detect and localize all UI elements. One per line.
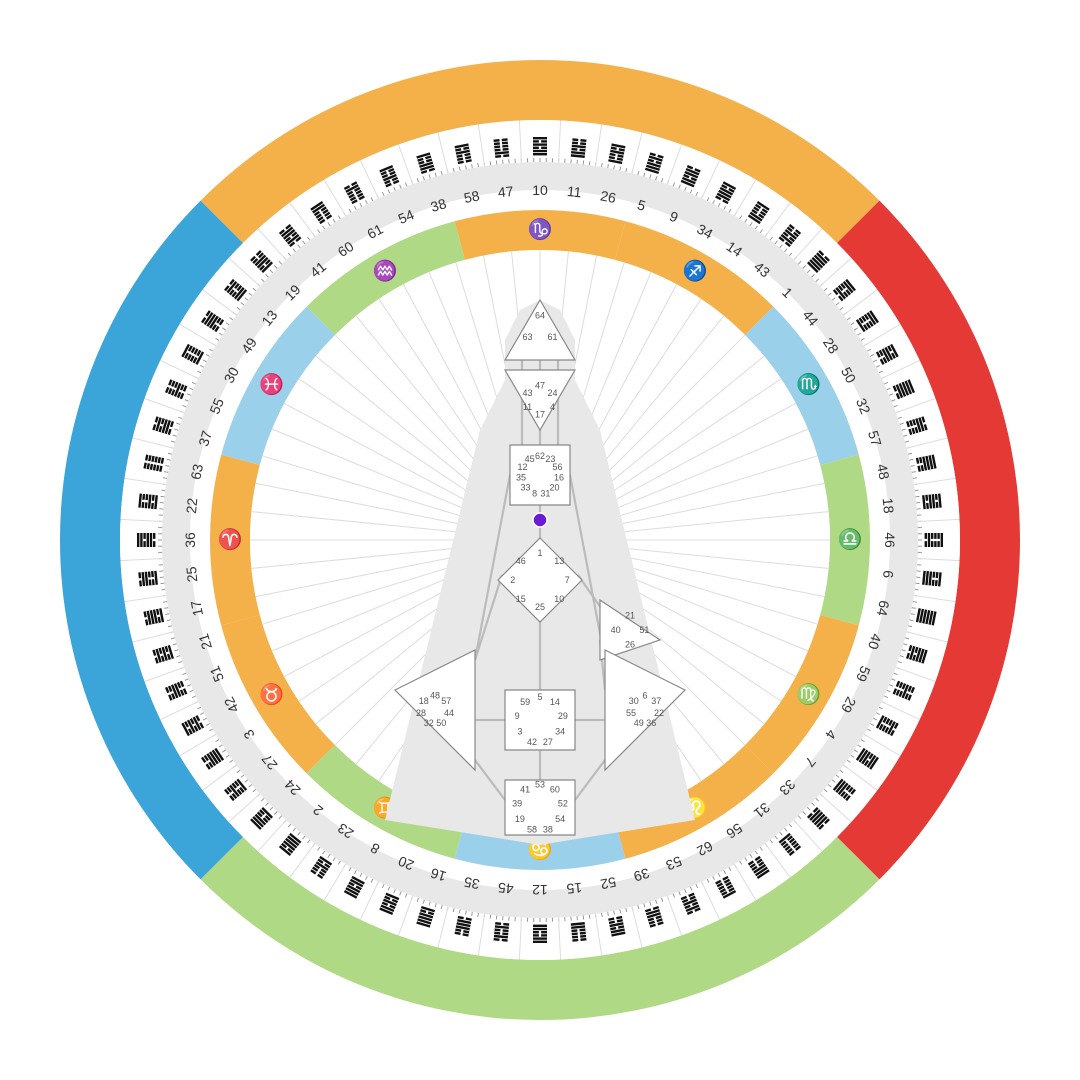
center-gate: 33 [520, 483, 530, 493]
center-gate: 60 [550, 785, 560, 795]
gate-number: 15 [566, 880, 583, 897]
center-gate: 19 [515, 814, 525, 824]
center-gate: 40 [611, 625, 621, 635]
center-gate: 51 [639, 625, 649, 635]
center-gate: 43 [523, 388, 533, 398]
center-gate: 2 [510, 575, 515, 585]
center-gate: 18 [419, 696, 429, 706]
center-gate: 9 [515, 711, 520, 721]
gate-number: 35 [462, 874, 481, 893]
center-gate: 26 [625, 639, 635, 649]
center-gate: 47 [535, 381, 545, 391]
center-gate: 36 [646, 718, 656, 728]
center-gate: 25 [535, 602, 545, 612]
gate-number: 58 [463, 187, 482, 206]
center-gate: 62 [535, 451, 545, 461]
gate-number: 11 [566, 183, 582, 200]
gate-number: 47 [497, 183, 514, 200]
gate-number: 52 [599, 874, 618, 893]
gate-number: 26 [599, 187, 618, 206]
center-gate: 27 [543, 737, 553, 747]
center-gate: 6 [642, 691, 647, 701]
center-gate: 58 [527, 824, 537, 834]
center-gate: 64 [535, 311, 545, 321]
gate-number: 10 [532, 182, 548, 198]
zodiac-glyph: ♐ [683, 259, 708, 283]
center-gate: 8 [532, 488, 537, 498]
gate-number: 63 [187, 462, 206, 481]
center-gate: 50 [436, 718, 446, 728]
center-gate: 59 [520, 697, 530, 707]
center-gate: 20 [550, 483, 560, 493]
gate-number: 45 [497, 880, 514, 897]
center-gate: 15 [516, 594, 526, 604]
center-gate: 42 [527, 737, 537, 747]
g-center-dot [533, 513, 547, 527]
center-gate: 22 [654, 708, 664, 718]
gate-number: 12 [532, 882, 548, 898]
center-gate: 5 [537, 692, 542, 702]
center-gate: 38 [543, 824, 553, 834]
center-gate: 17 [535, 409, 545, 419]
gate-number: 22 [183, 497, 200, 514]
center-gate: 54 [555, 814, 565, 824]
center-gate: 24 [547, 388, 557, 398]
center-gate: 53 [535, 779, 545, 789]
center-gate: 34 [555, 727, 565, 737]
center-gate: 7 [565, 575, 570, 585]
center-gate: 44 [444, 708, 454, 718]
zodiac-glyph: ♏ [796, 372, 821, 396]
center-gate: 4 [550, 402, 555, 412]
center-gate: 61 [547, 332, 557, 342]
center-gate: 52 [558, 798, 568, 808]
center-gate: 28 [416, 708, 426, 718]
center-gate: 14 [550, 697, 560, 707]
center-gate: 63 [523, 332, 533, 342]
zodiac-glyph: ♑ [528, 217, 553, 241]
zodiac-glyph: ♉ [259, 682, 284, 706]
center-gate: 45 [525, 454, 535, 464]
center-gate: 3 [517, 727, 522, 737]
center-gate: 1 [537, 548, 542, 558]
zodiac-glyph: ♒ [373, 259, 398, 283]
zodiac-glyph: ♓ [259, 372, 284, 396]
zodiac-glyph: ♍ [796, 682, 821, 706]
center-gate: 29 [558, 711, 568, 721]
gate-number: 48 [874, 463, 893, 482]
center-gate: 37 [651, 696, 661, 706]
center-gate: 55 [626, 708, 636, 718]
gate-number: 25 [183, 566, 200, 583]
center-gate: 31 [540, 488, 550, 498]
gate-number: 46 [882, 532, 898, 548]
center-gate: 57 [441, 696, 451, 706]
zodiac-glyph: ♈ [218, 527, 243, 551]
center-gate: 49 [634, 718, 644, 728]
center-gate: 11 [523, 402, 532, 412]
center-gate: 48 [430, 691, 440, 701]
center-gate: 46 [516, 556, 526, 566]
center-gate: 56 [552, 462, 562, 472]
center-gate: 41 [520, 785, 530, 795]
center-gate: 10 [554, 594, 564, 604]
center-gate: 13 [554, 556, 564, 566]
quarter-label-q1: 1 - Initiation (Mind) [0, 0, 196, 5]
gate-number: 18 [880, 497, 897, 514]
center-gate: 30 [629, 696, 639, 706]
gate-number: 64 [874, 599, 893, 618]
center-gate: 21 [625, 611, 635, 621]
center-gate: 39 [512, 798, 522, 808]
gate-number: 17 [187, 599, 206, 618]
zodiac-glyph: ♎ [838, 527, 863, 551]
center-gate: 32 [424, 718, 434, 728]
center-gate: 35 [516, 473, 526, 483]
center-gate: 16 [554, 473, 564, 483]
gate-number: 36 [182, 532, 198, 548]
